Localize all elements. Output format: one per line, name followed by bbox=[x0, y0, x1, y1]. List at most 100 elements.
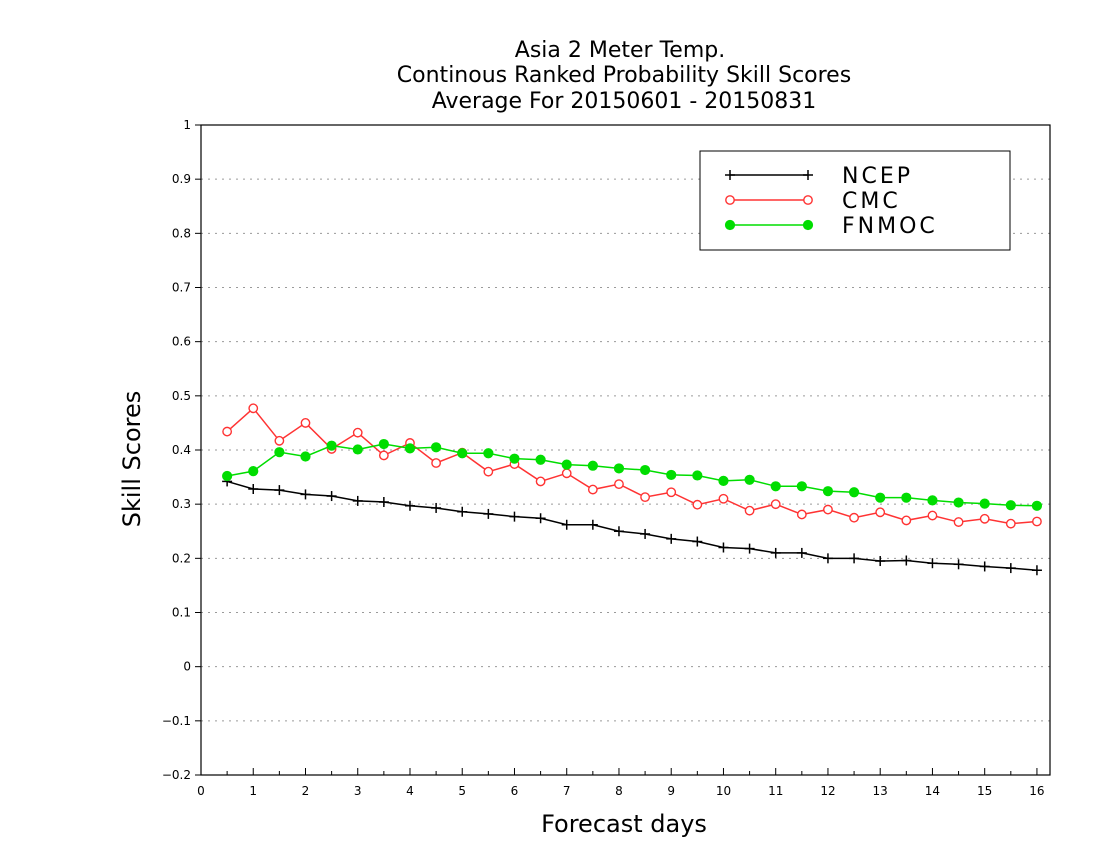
data-point bbox=[222, 426, 233, 437]
x-tick-label: 8 bbox=[615, 784, 623, 798]
y-tick-label: 0 bbox=[183, 660, 191, 674]
legend-entry-cmc: CMC bbox=[725, 189, 898, 214]
y-tick-label: −0.1 bbox=[162, 714, 191, 728]
data-point bbox=[718, 475, 729, 486]
title-line-2: Continous Ranked Probability Skill Score… bbox=[397, 63, 851, 88]
data-point bbox=[326, 491, 337, 502]
legend-label: NCEP bbox=[842, 164, 913, 189]
x-tick-label: 1 bbox=[249, 784, 257, 798]
data-point bbox=[483, 448, 494, 459]
data-point bbox=[849, 512, 859, 523]
data-point bbox=[352, 444, 363, 455]
data-point bbox=[796, 509, 807, 520]
x-tick-label: 16 bbox=[1029, 784, 1044, 798]
x-tick-label: 0 bbox=[197, 784, 205, 798]
x-tick-label: 15 bbox=[977, 784, 992, 798]
data-point bbox=[457, 506, 468, 517]
y-tick-label: 0.7 bbox=[172, 281, 191, 295]
y-tick-label: 0.2 bbox=[172, 551, 191, 565]
data-point bbox=[979, 561, 990, 572]
data-point bbox=[613, 463, 625, 474]
data-point bbox=[796, 547, 807, 558]
data-point bbox=[725, 195, 735, 205]
x-axis-label: Forecast days bbox=[541, 810, 707, 838]
series-line bbox=[226, 407, 1038, 525]
data-point bbox=[640, 528, 651, 539]
data-point bbox=[1031, 565, 1042, 576]
data-point bbox=[1005, 518, 1016, 529]
data-point bbox=[352, 495, 363, 506]
data-point bbox=[901, 515, 912, 526]
data-point bbox=[483, 466, 494, 477]
data-point bbox=[875, 507, 886, 518]
data-point bbox=[483, 508, 494, 519]
title-line-1: Asia 2 Meter Temp. bbox=[515, 38, 725, 63]
x-tick-label: 9 bbox=[667, 784, 675, 798]
data-point bbox=[378, 438, 389, 450]
data-point bbox=[666, 487, 677, 498]
y-tick-label: −0.2 bbox=[162, 768, 191, 782]
series-cmc bbox=[222, 403, 1042, 529]
data-point bbox=[666, 533, 677, 544]
data-point bbox=[875, 492, 886, 503]
data-point bbox=[326, 440, 337, 451]
data-point bbox=[248, 484, 259, 494]
data-point bbox=[248, 466, 259, 477]
data-point bbox=[803, 195, 813, 205]
legend-entry-fnmoc: FNMOC bbox=[724, 214, 938, 239]
data-point bbox=[613, 526, 624, 537]
data-point bbox=[352, 427, 363, 438]
series-layer bbox=[222, 403, 1043, 576]
x-axis-ticks: 0 1 2 3 4 5 6 7 8 9 10 11 12 13 14 15 16 bbox=[197, 768, 1045, 798]
data-point bbox=[535, 513, 546, 524]
legend-entry-ncep: NCEP bbox=[725, 164, 913, 189]
y-tick-label: 1 bbox=[183, 118, 191, 132]
data-point bbox=[744, 474, 755, 485]
data-point bbox=[509, 453, 520, 464]
legend-label: FNMOC bbox=[842, 214, 938, 239]
data-point bbox=[274, 485, 285, 496]
title-line-3: Average For 20150601 - 20150831 bbox=[432, 89, 817, 114]
y-tick-label: 0.8 bbox=[172, 226, 191, 240]
data-point bbox=[1031, 500, 1043, 511]
data-point bbox=[561, 468, 572, 479]
data-point bbox=[848, 487, 860, 498]
data-point bbox=[248, 403, 259, 414]
series-ncep bbox=[222, 476, 1042, 576]
data-point bbox=[561, 519, 572, 530]
data-point bbox=[431, 502, 442, 513]
data-point bbox=[725, 170, 735, 180]
data-point bbox=[535, 476, 546, 487]
data-point bbox=[457, 448, 468, 459]
x-tick-label: 11 bbox=[768, 784, 783, 798]
data-point bbox=[587, 484, 598, 495]
data-point bbox=[718, 493, 729, 504]
data-point bbox=[614, 479, 624, 490]
x-tick-label: 13 bbox=[873, 784, 888, 798]
data-point bbox=[561, 459, 572, 470]
data-point bbox=[222, 470, 233, 482]
y-tick-label: 0.5 bbox=[172, 389, 191, 403]
data-point bbox=[692, 499, 703, 510]
data-point bbox=[692, 470, 703, 481]
data-point bbox=[300, 489, 311, 500]
data-point bbox=[535, 454, 546, 465]
data-point bbox=[953, 559, 964, 570]
data-point bbox=[979, 498, 990, 509]
y-axis-label: Skill Scores bbox=[118, 391, 146, 528]
data-point bbox=[300, 418, 311, 428]
series-line bbox=[226, 443, 1037, 507]
data-point bbox=[744, 543, 755, 554]
data-point bbox=[802, 219, 814, 231]
x-tick-label: 4 bbox=[406, 784, 414, 798]
y-tick-label: 0.3 bbox=[172, 497, 191, 511]
data-point bbox=[300, 451, 311, 462]
data-point bbox=[770, 547, 781, 558]
data-point bbox=[724, 219, 736, 231]
data-point bbox=[822, 553, 833, 564]
data-point bbox=[639, 464, 651, 476]
data-point bbox=[666, 469, 677, 481]
data-point bbox=[875, 556, 886, 567]
